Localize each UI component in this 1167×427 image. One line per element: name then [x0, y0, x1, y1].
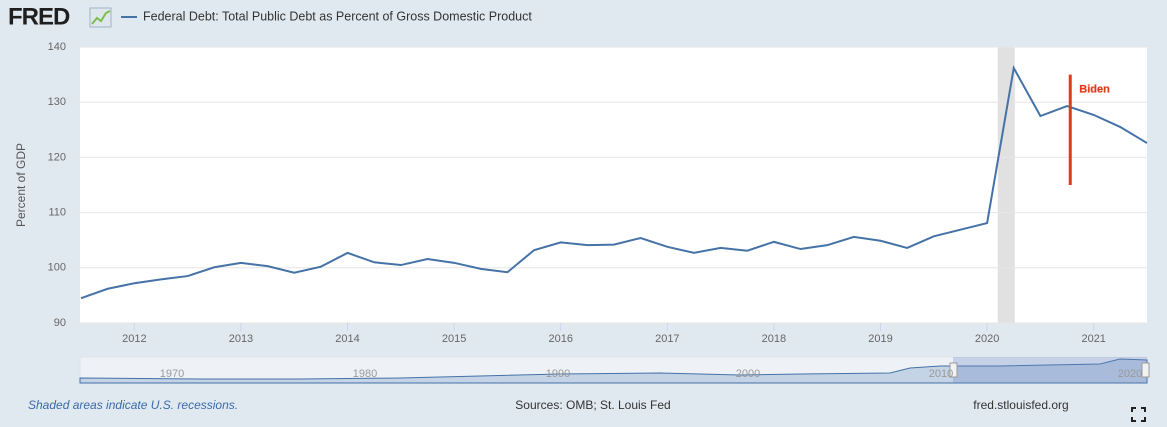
y-tick-label: 140 [48, 41, 66, 53]
annotation-label: Biden [1079, 84, 1110, 96]
navigator-label: 2000 [736, 368, 760, 380]
series-line [80, 65, 1148, 300]
site-link[interactable]: fred.stlouisfed.org [973, 398, 1068, 412]
fullscreen-icon[interactable] [1131, 407, 1146, 422]
y-tick-label: 90 [54, 317, 66, 329]
plot-area [80, 47, 1147, 323]
x-tick-label: 2018 [762, 333, 786, 345]
navigator-handle[interactable] [1141, 362, 1150, 378]
navigator-label: 1990 [546, 368, 570, 380]
x-tick-label: 2013 [229, 333, 253, 345]
legend-label: Federal Debt: Total Public Debt as Perce… [143, 9, 532, 23]
x-tick-label: 2017 [655, 333, 679, 345]
x-tick-label: 2012 [122, 333, 146, 345]
navigator-label: 2020 [1118, 368, 1142, 380]
navigator-series [79, 358, 1148, 384]
x-tick-label: 2014 [335, 333, 359, 345]
recession-band [997, 47, 1015, 323]
navigator-label: 1970 [160, 368, 184, 380]
navigator-label: 2010 [929, 368, 953, 380]
x-tick-label: 2021 [1081, 333, 1105, 345]
x-tick-label: 2019 [868, 333, 892, 345]
sources: Sources: OMB; St. Louis Fed [515, 398, 670, 412]
y-axis-label: Percent of GDP [14, 143, 28, 227]
y-tick-label: 120 [48, 151, 66, 163]
navigator-label: 1980 [353, 368, 377, 380]
logo-icon [89, 7, 112, 28]
plot: 90 100 110 120 130 140 2012 2013 2014 2015 2016 201… [48, 41, 1148, 345]
x-tick-label: 2015 [442, 333, 466, 345]
y-tick-label: 130 [48, 96, 66, 108]
navigator-window [953, 357, 1147, 383]
y-tick-label: 110 [48, 207, 66, 219]
navigator-labels: 1970 1980 1990 2000 2010 2020 [160, 368, 1142, 380]
navigator-handle[interactable] [949, 362, 958, 378]
recession-note[interactable]: Shaded areas indicate U.S. recessions. [28, 398, 238, 412]
navigator [79, 356, 1150, 384]
logo: FRED [8, 3, 70, 30]
y-tick-label: 100 [48, 262, 66, 274]
x-tick-label: 2016 [548, 333, 572, 345]
x-tick-label: 2020 [975, 333, 999, 345]
